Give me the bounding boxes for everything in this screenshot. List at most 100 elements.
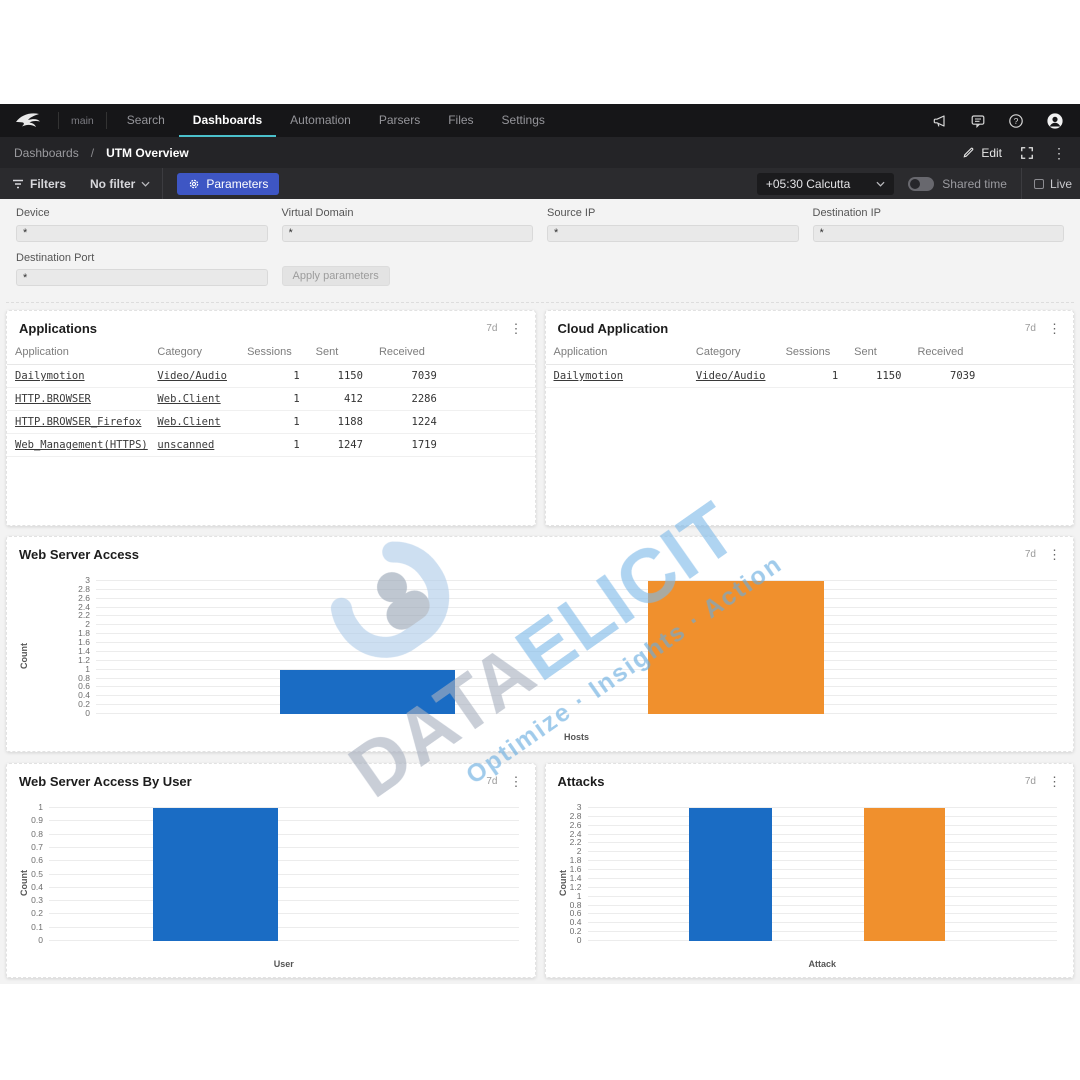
gridline [587, 904, 1057, 906]
gridline [96, 624, 1057, 626]
y-tick-label: 2.4 [78, 601, 90, 612]
y-tick-label: 1 [38, 802, 43, 812]
gridline [49, 926, 519, 928]
y-tick-label: 2.8 [78, 583, 90, 594]
source-ip-input[interactable] [547, 224, 799, 242]
panel-menu-kebab-icon[interactable]: ⋮ [1048, 774, 1061, 789]
device-input[interactable] [16, 224, 268, 242]
bar-blue[interactable] [152, 808, 279, 941]
help-icon[interactable]: ? [1008, 113, 1024, 129]
crowdstrike-falcon-logo[interactable] [0, 104, 52, 137]
fullscreen-icon[interactable] [1020, 146, 1034, 160]
timezone-dropdown[interactable]: +05:30 Calcutta [756, 172, 895, 195]
nav-tab-settings[interactable]: Settings [501, 112, 545, 127]
parameters-button[interactable]: Parameters [177, 172, 280, 195]
chevron-down-icon [876, 181, 885, 187]
filters-button[interactable]: Filters [0, 168, 78, 199]
table-cell-filler [444, 364, 535, 388]
virtual-domain-input[interactable] [281, 224, 533, 242]
cell-link[interactable]: Video/Audio [157, 370, 227, 382]
y-tick-label: 2.4 [569, 828, 582, 839]
gridline [49, 860, 519, 862]
nav-tab-search[interactable]: Search [126, 112, 165, 127]
column-header-received: Received [370, 341, 445, 365]
table-cell-value: 1247 [307, 433, 371, 457]
time-controls: +05:30 Calcutta Shared time Live [756, 168, 1080, 199]
panel-header: Cloud Application 7d ⋮ [546, 311, 1074, 341]
dashboard-menu-kebab-icon[interactable]: ⋮ [1052, 144, 1066, 161]
edit-button[interactable]: Edit [962, 146, 1002, 160]
x-axis-label: Hosts [563, 732, 589, 742]
column-header-category: Category [149, 341, 240, 365]
y-tick-label: 1.2 [78, 654, 90, 665]
table-cell-value: 1 [239, 433, 308, 457]
table-row: HTTP.BROWSER_Firefox Web.Client 1 1188 1224 [7, 410, 535, 434]
bar-orange[interactable] [864, 808, 946, 941]
y-tick-label: 0.6 [31, 855, 43, 866]
panel-menu-kebab-icon[interactable]: ⋮ [1048, 547, 1061, 562]
nav-tab-dashboards[interactable]: Dashboards [178, 104, 277, 137]
y-tick-label: 0.3 [31, 895, 43, 906]
cell-link[interactable]: Web_Management(HTTPS) [15, 439, 148, 451]
cell-link[interactable]: unscanned [157, 439, 215, 451]
y-tick-label: 0.4 [78, 690, 90, 701]
cell-link[interactable]: Dailymotion [15, 370, 85, 382]
y-tick-label: 1.8 [78, 628, 90, 639]
panel-menu-kebab-icon[interactable]: ⋮ [509, 774, 523, 789]
page-title: UTM Overview [106, 145, 189, 160]
table-row: Dailymotion Video/Audio 1 1150 7039 [7, 364, 535, 388]
gridline [587, 940, 1057, 941]
nav-tab-automation[interactable]: Automation [290, 112, 351, 127]
panel-title: Applications [19, 321, 98, 336]
column-header-application: Application [7, 341, 150, 365]
table-cell: HTTP.BROWSER_Firefox [7, 410, 150, 434]
cell-link[interactable]: HTTP.BROWSER_Firefox [15, 416, 142, 428]
y-tick-label: 0.5 [31, 868, 43, 879]
param-destination-port: Destination Port [16, 252, 268, 286]
account-avatar-icon[interactable] [1046, 112, 1064, 130]
y-tick-label: 3 [85, 575, 90, 585]
bar-orange[interactable] [647, 581, 825, 714]
cell-link[interactable]: HTTP.BROWSER [15, 393, 91, 405]
panel-row-1: Applications 7d ⋮ Application Category Ses… [6, 310, 1074, 526]
gridline [587, 886, 1057, 888]
y-tick-label: 0 [85, 708, 90, 718]
apply-parameters-button[interactable]: Apply parameters [281, 266, 390, 286]
live-checkbox[interactable] [1033, 178, 1044, 189]
destination-port-input[interactable] [16, 269, 268, 286]
cell-link[interactable]: Dailymotion [553, 370, 624, 382]
y-tick-label: 0.1 [31, 921, 43, 932]
table-cell: Web.Client [149, 387, 240, 411]
app-window: main Search Dashboards Automation Parsers Fi… [0, 104, 1080, 984]
gridline [49, 886, 519, 888]
breadcrumb-root[interactable]: Dashboards [14, 145, 79, 160]
nav-tab-files[interactable]: Files [448, 112, 474, 127]
bar-blue[interactable] [279, 669, 456, 714]
gridline [587, 842, 1057, 844]
announcements-icon[interactable] [932, 113, 948, 129]
gridline [587, 851, 1057, 853]
panel-menu-kebab-icon[interactable]: ⋮ [509, 321, 523, 336]
gridline [587, 877, 1057, 879]
y-tick-label: 2.2 [569, 837, 582, 848]
cell-link[interactable]: Web.Client [157, 416, 221, 428]
cell-link[interactable]: Web.Client [157, 393, 221, 405]
y-tick-label: 1 [85, 663, 90, 674]
gridline [96, 580, 1057, 581]
shared-time-toggle[interactable] [908, 176, 935, 191]
nav-tab-parsers[interactable]: Parsers [378, 112, 421, 127]
feedback-icon[interactable] [970, 113, 986, 129]
gridline [49, 900, 519, 902]
cell-link[interactable]: Video/Audio [695, 370, 766, 382]
destination-ip-input[interactable] [812, 224, 1064, 242]
y-tick-label: 0.8 [78, 672, 90, 683]
bar-blue[interactable] [689, 808, 773, 941]
panel-menu-kebab-icon[interactable]: ⋮ [1048, 321, 1061, 336]
table-cell: Dailymotion [7, 364, 150, 388]
y-tick-label: 0.8 [31, 828, 43, 839]
cloud-application-panel: Cloud Application 7d ⋮ Application Catego… [544, 310, 1074, 526]
no-filter-dropdown[interactable]: No filter [78, 168, 162, 199]
workspace-label[interactable]: main [58, 112, 107, 129]
gridline [49, 833, 519, 835]
filter-bar: Filters No filter Parameters +05:30 Calc… [0, 168, 1080, 199]
